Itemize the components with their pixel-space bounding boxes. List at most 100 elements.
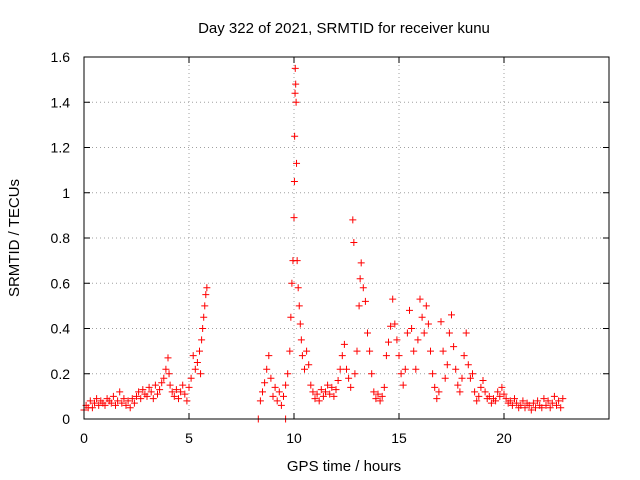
data-point [548, 399, 556, 407]
data-point [519, 397, 527, 405]
data-point [485, 392, 493, 400]
data-point [109, 392, 117, 400]
data-point [164, 354, 172, 362]
x-tick-label: 0 [80, 430, 88, 446]
y-tick-label: 1.4 [51, 94, 71, 110]
data-point [399, 381, 407, 389]
data-point [532, 404, 539, 412]
data-point [112, 401, 119, 409]
chart-title: Day 322 of 2021, SRMTID for receiver kun… [198, 20, 490, 37]
data-point [466, 374, 474, 382]
data-point [201, 302, 209, 310]
data-point [553, 401, 560, 409]
data-point [120, 395, 128, 403]
data-point [160, 374, 168, 382]
data-point [481, 388, 489, 396]
data-point [288, 279, 296, 287]
data-point [187, 374, 195, 382]
data-point [263, 365, 271, 373]
data-point [118, 399, 126, 407]
y-tick-label: 0.8 [51, 230, 71, 246]
data-point [319, 392, 327, 400]
data-point [162, 365, 170, 373]
data-point [95, 401, 103, 409]
data-point [151, 381, 159, 389]
x-tick-label: 5 [185, 430, 193, 446]
data-point [403, 329, 411, 337]
data-point [458, 374, 466, 382]
data-point [557, 404, 565, 412]
data-point [139, 386, 147, 394]
data-point [93, 395, 101, 403]
data-point [456, 388, 464, 396]
y-ticks: 0 0.2 0.4 0.6 0.8 1 1.2 1.4 1.6 [51, 49, 609, 427]
data-point [424, 320, 432, 328]
data-point [546, 404, 554, 412]
data-point [326, 390, 334, 398]
data-point [259, 388, 266, 396]
data-point [291, 89, 299, 97]
data-point [343, 365, 350, 373]
data-point [431, 383, 439, 391]
data-point [86, 397, 94, 405]
data-point [372, 395, 380, 403]
data-point [183, 397, 191, 405]
data-point [292, 98, 300, 106]
data-point [200, 313, 208, 321]
data-point [290, 214, 298, 222]
data-point [149, 395, 157, 403]
data-point [284, 370, 292, 378]
data-point [165, 370, 173, 378]
data-point [294, 284, 302, 292]
y-tick-label: 0 [62, 411, 70, 427]
data-point [271, 383, 279, 391]
data-point [267, 374, 275, 382]
data-point [179, 381, 187, 389]
data-point [91, 399, 98, 407]
data-point [471, 388, 479, 396]
data-point [330, 392, 338, 400]
data-point [189, 352, 197, 360]
data-point [475, 392, 483, 400]
data-point [513, 399, 521, 407]
data-point [137, 395, 145, 403]
data-point [494, 388, 502, 396]
data-point [364, 329, 371, 337]
data-point [196, 347, 203, 355]
data-point [145, 383, 153, 391]
data-point [479, 377, 487, 385]
data-point [277, 401, 285, 409]
data-point [126, 404, 134, 412]
data-point [292, 80, 300, 88]
data-point [437, 318, 445, 326]
data-point [414, 336, 422, 344]
data-point [338, 352, 346, 360]
data-point [385, 338, 392, 346]
data-point [395, 352, 403, 360]
data-point [420, 329, 428, 337]
data-point [336, 365, 344, 373]
data-point [198, 336, 206, 344]
data-point [305, 361, 313, 369]
data-point [464, 361, 472, 369]
data-point [296, 320, 304, 328]
data-point [290, 177, 298, 185]
data-point [315, 397, 323, 405]
data-point [433, 395, 441, 403]
data-point [347, 383, 355, 391]
data-point [156, 386, 164, 394]
x-axis-title: GPS time / hours [287, 458, 401, 475]
data-point [412, 365, 420, 373]
data-point [374, 390, 382, 398]
data-point [158, 379, 166, 387]
y-tick-label: 0.4 [51, 321, 71, 337]
data-point [265, 352, 273, 360]
data-point [542, 401, 550, 409]
data-point [143, 392, 151, 400]
data-point [506, 397, 514, 405]
data-point [469, 370, 476, 378]
data-point [559, 395, 567, 403]
data-point [397, 370, 405, 378]
data-point [487, 399, 495, 407]
